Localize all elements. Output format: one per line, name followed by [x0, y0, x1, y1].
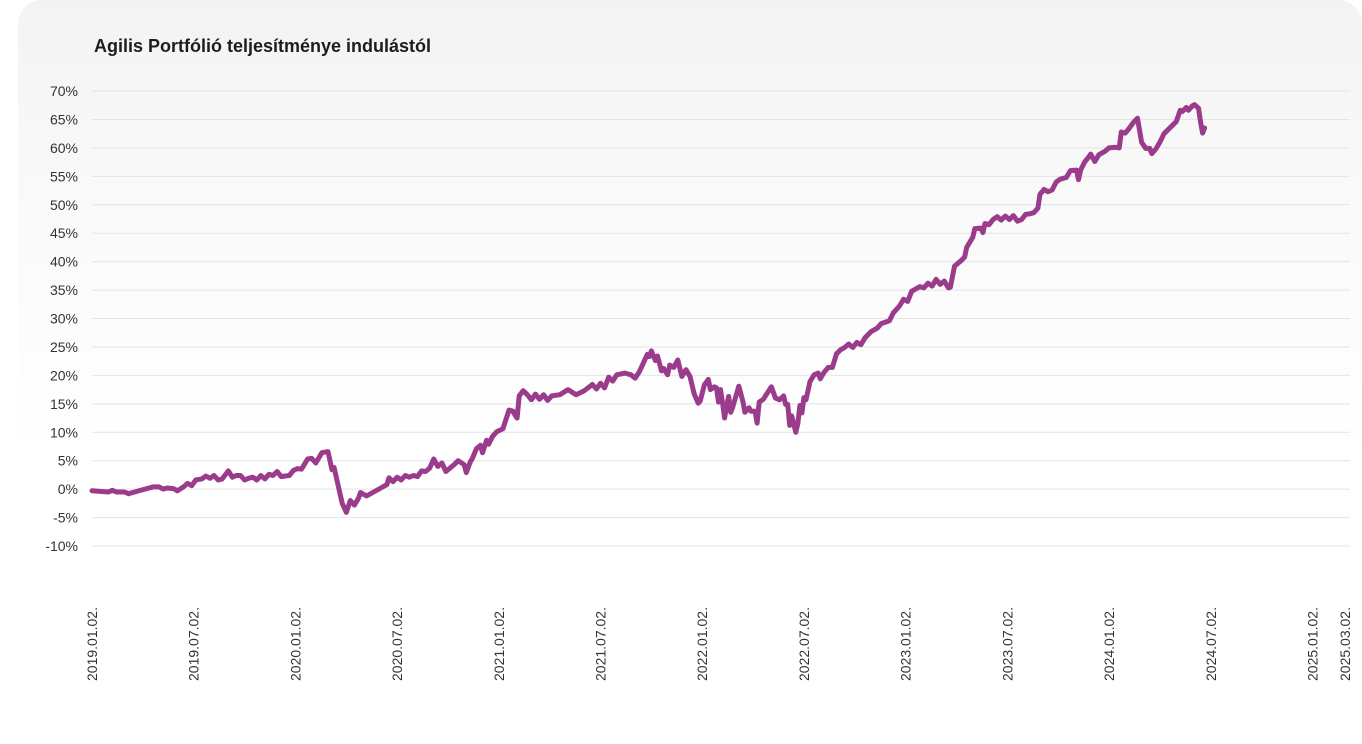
y-tick-label: 40% [50, 254, 78, 270]
y-tick-label: 60% [50, 140, 78, 156]
y-tick-label: 35% [50, 282, 78, 298]
y-tick-label: 15% [50, 396, 78, 412]
y-tick-label: 50% [50, 197, 78, 213]
x-tick-label: 2021.01.02. [491, 607, 507, 681]
y-tick-label: 10% [50, 424, 78, 440]
y-tick-label: 70% [50, 83, 78, 99]
y-axis: 70% 65% 60% 55% 50% 45% 40% 35% 30% 25% 20% 15% 10% 5… [45, 83, 78, 554]
series-line [89, 102, 1208, 515]
x-tick-label: 2019.07.02. [186, 607, 202, 681]
x-tick-label: 2024.01.02. [1101, 607, 1117, 681]
x-tick-label: 2025.03.02. [1337, 607, 1353, 681]
chart-title: Agilis Portfólió teljesítménye indulástó… [94, 36, 432, 56]
y-tick-label: 45% [50, 225, 78, 241]
y-tick-label: 0% [58, 481, 78, 497]
x-tick-label: 2020.01.02. [287, 607, 303, 681]
x-tick-label: 2022.01.02. [694, 607, 710, 681]
x-tick-label: 2023.07.02. [999, 607, 1015, 681]
y-tick-label: -5% [53, 510, 78, 526]
x-tick-label: 2022.07.02. [796, 607, 812, 681]
x-tick-label: 2024.07.02. [1203, 607, 1219, 681]
x-tick-label: 2020.07.02. [389, 607, 405, 681]
y-tick-label: 20% [50, 367, 78, 383]
series-lines [89, 102, 1208, 515]
gridlines [92, 90, 1350, 547]
x-axis: 2019.01.02. 2019.07.02. 2020.01.02. 2020.07… [84, 607, 1353, 681]
y-tick-label: 25% [50, 339, 78, 355]
y-tick-label: 65% [50, 111, 78, 127]
y-tick-label: -10% [45, 538, 78, 554]
x-tick-label: 2021.07.02. [593, 607, 609, 681]
x-tick-label: 2023.01.02. [898, 607, 914, 681]
x-tick-label: 2019.01.02. [84, 607, 100, 681]
y-tick-label: 5% [58, 453, 78, 469]
y-tick-label: 30% [50, 311, 78, 327]
x-tick-label: 2025.01.02. [1304, 607, 1320, 681]
y-tick-label: 55% [50, 168, 78, 184]
